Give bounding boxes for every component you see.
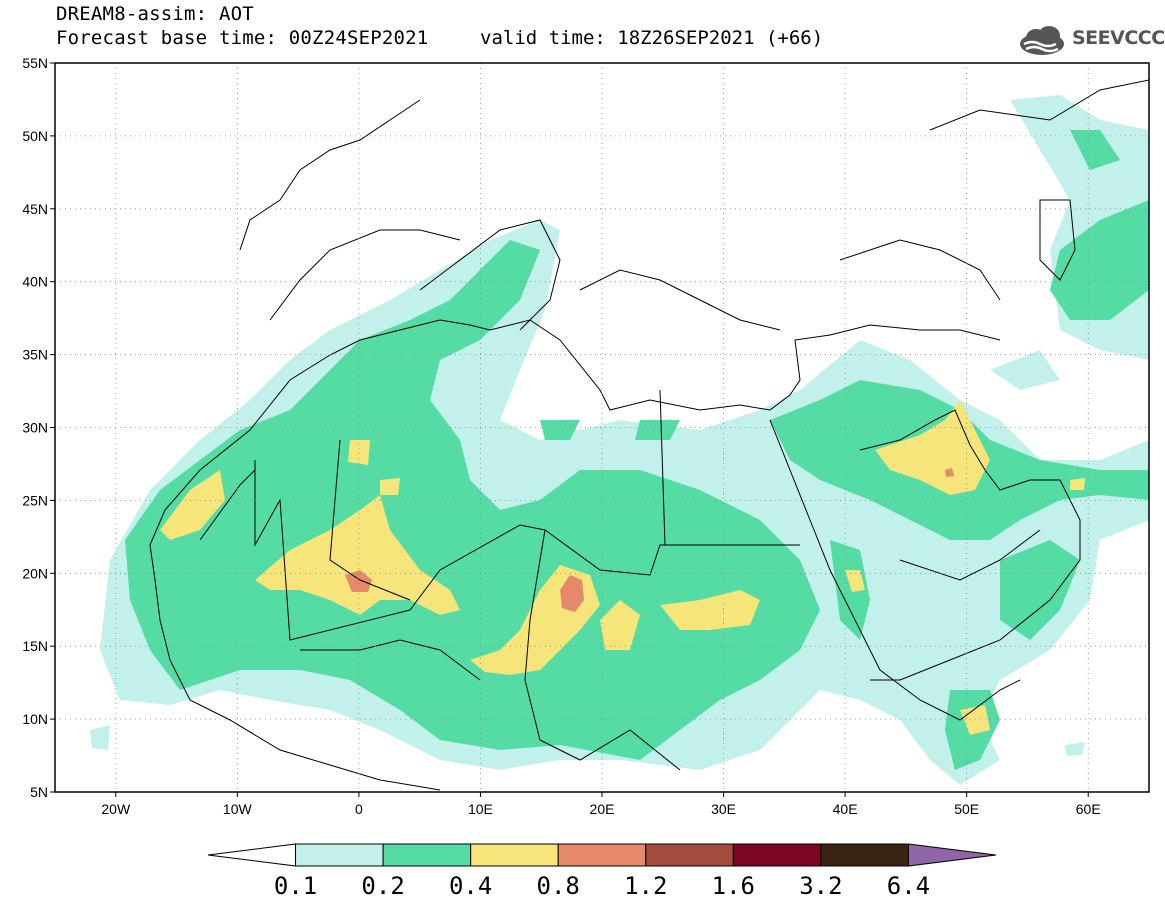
lat-tick-label: 25N [22,492,48,508]
colorbar-swatch [820,843,909,867]
coastlines [149,79,1149,791]
colorbar-label: 0.8 [537,872,580,900]
lat-tick-label: 20N [22,565,48,581]
lat-tick-label: 45N [22,201,48,217]
aot-field [90,95,1149,785]
colorbar-label: 1.6 [712,872,755,900]
lon-tick-label: 10E [468,801,493,817]
lon-tick-label: 30E [711,801,736,817]
lat-tick-label: 15N [22,638,48,654]
lon-tick-label: 40E [833,801,858,817]
lat-tick-label: 10N [22,711,48,727]
aot-0.8-1.2 [345,468,954,612]
colorbar-label: 0.2 [361,872,404,900]
colorbar-swatch [382,843,472,867]
lon-tick-label: 0 [355,801,363,817]
logo-text: SEEVCCC [1072,27,1165,49]
colorbar-swatch [295,843,384,867]
lat-tick-label: 40N [22,274,48,290]
colorbar-label: 3.2 [799,872,842,900]
cloud-icon [1020,26,1064,55]
seevccc-logo [1020,26,1064,55]
colorbar-label: 6.4 [887,872,930,900]
colorbar-label: 1.2 [624,872,667,900]
lon-tick-label: 60E [1076,801,1101,817]
colorbar-label: 0.4 [449,872,492,900]
axis-ticks: 55N 50N 45N 40N 35N 30N 25N 20N 15N 10N 5N 20W 10W 0 1… [22,55,1100,817]
colorbar-label: 0.1 [274,872,317,900]
colorbar-swatch [732,843,822,867]
model-title: DREAM8-assim: AOT [56,3,254,25]
colorbar-swatch [470,843,559,867]
colorbar-swatch [207,843,297,867]
lon-tick-label: 50E [954,801,979,817]
lat-tick-label: 5N [30,784,48,800]
lat-tick-label: 50N [22,128,48,144]
colorbar: 0.1 0.2 0.4 0.8 1.2 1.6 3.2 6.4 [207,843,997,900]
lon-tick-label: 10W [223,801,253,817]
valid-time: valid time: 18Z26SEP2021 (+66) [480,27,824,49]
lat-tick-label: 35N [22,347,48,363]
lat-tick-label: 30N [22,420,48,436]
colorbar-swatch [557,843,647,867]
lat-tick-label: 55N [22,55,48,71]
lon-tick-label: 20W [101,801,131,817]
colorbar-swatch [645,843,734,867]
colorbar-swatch [907,843,997,867]
lon-tick-label: 20E [590,801,615,817]
base-time: Forecast base time: 00Z24SEP2021 [56,27,429,49]
